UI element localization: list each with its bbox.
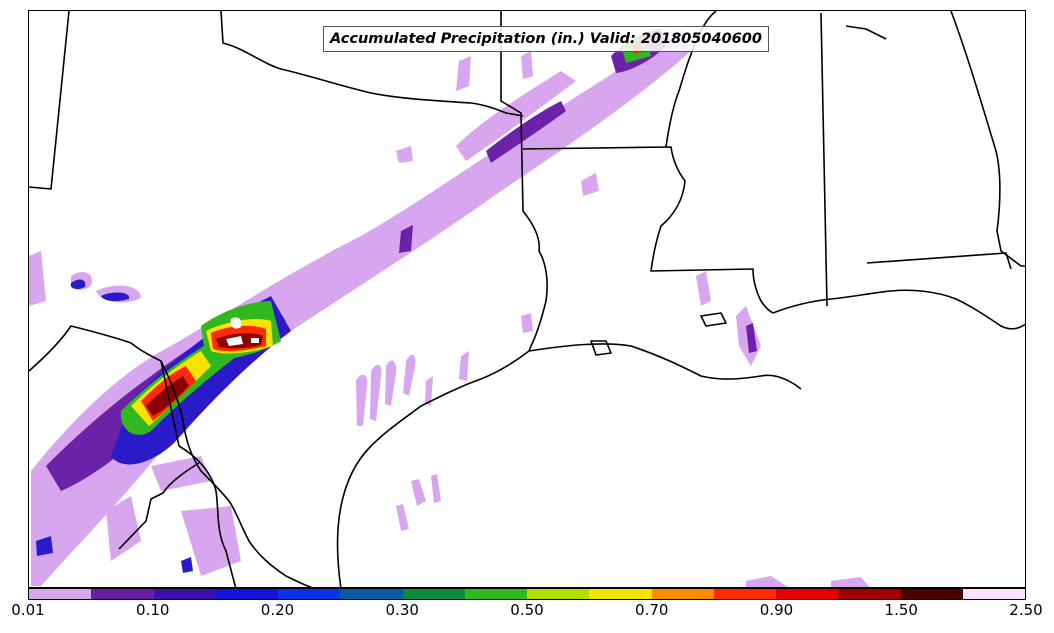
colorbar-tick-label: 0.10 <box>136 601 170 619</box>
precipitation-map <box>29 11 1025 587</box>
colorbar-segment <box>713 589 776 599</box>
colorbar-tick-label: 0.01 <box>11 601 45 619</box>
colorbar-segment <box>651 589 714 599</box>
colorbar-segment <box>900 589 963 599</box>
colorbar-tick-label: 0.20 <box>260 601 295 619</box>
colorbar-tick-label: 0.50 <box>510 601 544 619</box>
colorbar-segment <box>402 589 465 599</box>
colorbar-tick-label: 0.30 <box>385 601 419 619</box>
colorbar-segment <box>527 589 590 599</box>
boundary-lines <box>29 11 1025 587</box>
precip-light-swath <box>29 29 870 587</box>
colorbar-tick-label: 2.50 <box>1009 601 1043 619</box>
precip-moderate-core <box>36 29 757 573</box>
colorbar-segment <box>962 589 1025 599</box>
colorbar-segment <box>776 589 839 599</box>
map-panel: Accumulated Precipitation (in.) Valid: 2… <box>28 10 1026 588</box>
colorbar-tick-label: 0.90 <box>759 601 794 619</box>
colorbar-tick-label: 0.70 <box>635 601 669 619</box>
colorbar-segment <box>589 589 652 599</box>
colorbar-segment <box>278 589 341 599</box>
colorbar-segment <box>215 589 278 599</box>
colorbar-segment <box>29 589 92 599</box>
colorbar-segment <box>340 589 403 599</box>
colorbar-segment <box>838 589 901 599</box>
colorbar-tick-label: 1.50 <box>884 601 918 619</box>
colorbar-tick-labels: 0.01 0.10 0.20 0.30 0.50 0.70 0.90 1.50 2.50 <box>0 601 1054 631</box>
colorbar <box>28 588 1026 600</box>
colorbar-segment <box>153 589 216 599</box>
colorbar-segment <box>91 589 154 599</box>
colorbar-segment <box>464 589 527 599</box>
map-title: Accumulated Precipitation (in.) Valid: 2… <box>323 26 769 52</box>
